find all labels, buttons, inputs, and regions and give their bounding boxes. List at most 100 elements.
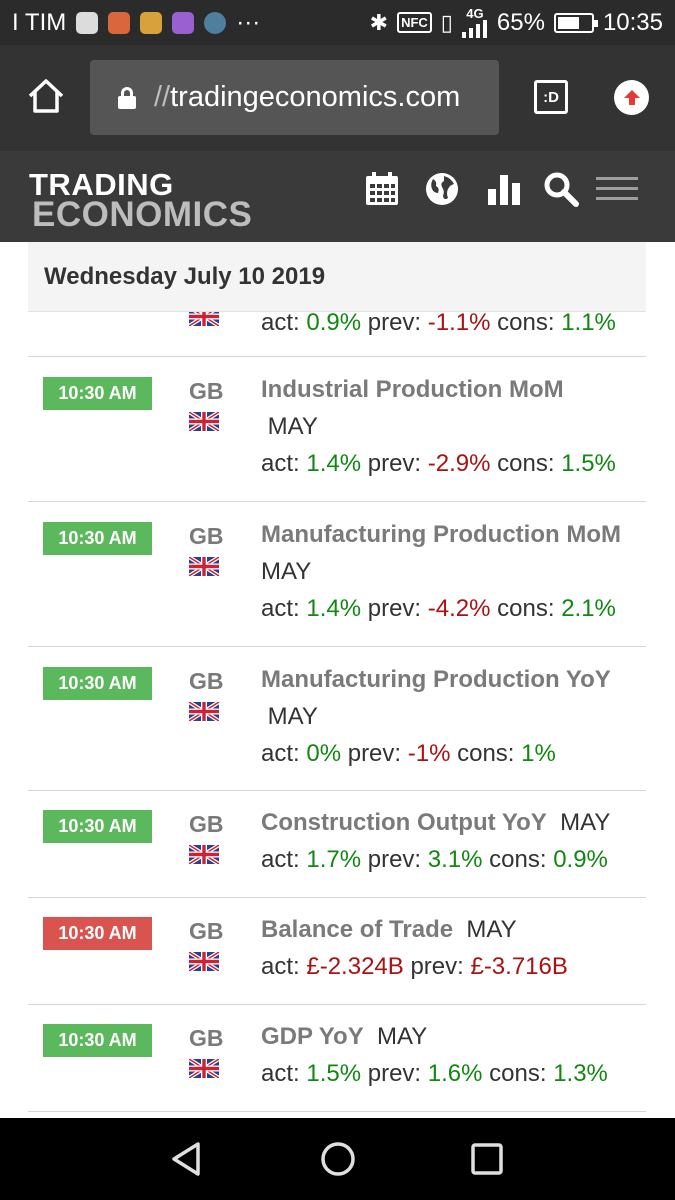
actual-value: £-2.324B	[306, 953, 404, 980]
search-icon[interactable]	[543, 171, 579, 207]
vibrate-icon: ▯	[440, 9, 453, 35]
event-text: GDP YoY MAY act: 1.5% prev: 1.6% cons: 1…	[261, 1018, 641, 1092]
carrier-name: I TIM	[12, 8, 67, 36]
act-label: act:	[261, 953, 300, 980]
home-circle-icon[interactable]	[317, 1138, 359, 1180]
table-row[interactable]: 10:30 AM GB Balance of Trade MAY act: £-…	[28, 898, 646, 1005]
consensus-value: 1.3%	[553, 1060, 608, 1087]
table-row[interactable]: 10:30 AM GB Construction Output YoY MAY …	[28, 791, 646, 898]
date-header: Wednesday July 10 2019	[28, 242, 646, 312]
uk-flag-icon	[189, 557, 219, 576]
status-bar: I TIM ··· ✱ NFC ▯ 4G 65% 10:35	[0, 0, 675, 45]
event-name[interactable]: Manufacturing Production MoM	[261, 521, 621, 548]
time-badge[interactable]: 10:30 AM	[43, 917, 152, 950]
prev-label: prev:	[410, 953, 464, 980]
consensus-value: 1.5%	[561, 450, 616, 477]
signal-icon: 4G	[461, 5, 488, 38]
table-row[interactable]: 10:30 AM GB Industrial Production MoM MA…	[28, 357, 646, 502]
notification-icon-2	[108, 11, 131, 34]
uk-flag-icon	[189, 845, 219, 864]
lock-icon	[118, 86, 136, 109]
time-badge[interactable]: 10:30 AM	[43, 522, 152, 555]
event-text: Manufacturing Production MoM MAY act: 1.…	[261, 516, 641, 627]
battery-icon	[553, 12, 598, 33]
cons-label: cons:	[457, 740, 515, 767]
uk-flag-icon	[189, 952, 219, 971]
event-name[interactable]: Manufacturing Production YoY	[261, 666, 611, 693]
system-nav-bar	[0, 1118, 675, 1200]
battery-fill	[557, 16, 579, 29]
logo-trading[interactable]: TRADING	[29, 167, 174, 202]
notification-icon-3	[140, 11, 163, 34]
bar-chart-icon[interactable]	[486, 171, 522, 207]
notification-icon-5	[204, 11, 227, 34]
table-row[interactable]: 10:30 AM GB GDP YoY MAY act: 1.5% prev: …	[28, 1005, 646, 1112]
country-code: GB	[189, 378, 224, 404]
url-scheme: //	[154, 81, 171, 113]
previous-value: -4.2%	[427, 595, 491, 622]
menu-icon[interactable]	[596, 171, 638, 207]
event-name[interactable]: Industrial Production MoM	[261, 376, 564, 403]
uk-flag-icon	[189, 1059, 219, 1078]
address-bar[interactable]: //tradingeconomics.com	[90, 60, 499, 135]
event-name[interactable]: GDP YoY	[261, 1023, 364, 1050]
actual-value: 0%	[306, 740, 342, 767]
table-row[interactable]: 10:30 AM GB Manufacturing Production MoM…	[28, 502, 646, 647]
more-notifications-icon: ···	[236, 8, 261, 36]
time-badge[interactable]: 10:30 AM	[43, 1024, 152, 1057]
event-text: Balance of Trade MAY act: £-2.324B prev:…	[261, 911, 641, 985]
tabs-button[interactable]: :D	[534, 80, 568, 114]
event-text: Industrial Production MoM MAY act: 1.4% …	[261, 371, 641, 482]
previous-value: -1%	[407, 740, 451, 767]
clock: 10:35	[602, 8, 663, 36]
prev-label: prev:	[347, 740, 402, 767]
upload-button[interactable]	[614, 80, 649, 115]
status-bar-right: ✱ NFC ▯ 4G 65% 10:35	[369, 5, 663, 38]
actual-value: 1.4%	[306, 450, 362, 477]
act-label: act:	[261, 846, 300, 873]
recents-icon[interactable]	[466, 1138, 508, 1180]
event-name[interactable]: Construction Output YoY	[261, 809, 547, 836]
previous-value: -2.9%	[427, 450, 491, 477]
event-name[interactable]: Balance of Trade	[261, 916, 454, 943]
time-badge[interactable]: 10:30 AM	[43, 667, 152, 700]
prev-label: prev:	[367, 595, 422, 622]
country-code: GB	[189, 1025, 224, 1051]
table-row[interactable]: 10:30 AM GB Manufacturing Production YoY…	[28, 647, 646, 791]
time-badge[interactable]: 10:30 AM	[43, 377, 152, 410]
time-badge[interactable]: 10:30 AM	[43, 810, 152, 843]
previous-value: 3.1%	[427, 846, 483, 873]
act-label: act:	[261, 312, 300, 336]
event-reference: MAY	[267, 413, 318, 440]
battery-percent: 65%	[496, 8, 545, 36]
bluetooth-icon: ✱	[369, 9, 389, 35]
home-icon[interactable]	[27, 77, 65, 115]
url-text[interactable]: //tradingeconomics.com	[154, 81, 460, 114]
consensus-value: 2.1%	[561, 595, 616, 622]
network-type: 4G	[466, 5, 484, 21]
country-code: GB	[189, 523, 224, 549]
actual-value: 1.5%	[306, 1060, 362, 1087]
back-icon[interactable]	[166, 1138, 208, 1180]
act-label: act:	[261, 1060, 300, 1087]
globe-icon[interactable]	[424, 171, 460, 207]
consensus-value: 1.1%	[561, 312, 616, 336]
uk-flag-icon	[189, 702, 219, 721]
event-text: Construction Output YoY MAY act: 1.7% pr…	[261, 804, 641, 878]
uk-flag-icon	[189, 312, 219, 326]
notification-icon-4	[172, 11, 195, 34]
calendar-list: act: 0.9% prev: -1.1% cons: 1.1% 10:30 A…	[0, 312, 675, 1118]
prev-label: prev:	[367, 450, 422, 477]
cons-label: cons:	[489, 1060, 547, 1087]
calendar-icon[interactable]	[364, 171, 400, 207]
table-row[interactable]: act: 0.9% prev: -1.1% cons: 1.1%	[28, 312, 646, 357]
actual-value: 0.9%	[306, 312, 362, 336]
event-values: act: 0.9% prev: -1.1% cons: 1.1%	[261, 312, 641, 341]
browser-toolbar: //tradingeconomics.com :D	[0, 45, 675, 151]
cons-label: cons:	[497, 595, 555, 622]
cons-label: cons:	[497, 312, 555, 336]
country-code: GB	[189, 811, 224, 837]
logo-economics[interactable]: ECONOMICS	[32, 195, 253, 234]
act-label: act:	[261, 450, 300, 477]
site-header: TRADING ECONOMICS	[0, 151, 675, 242]
